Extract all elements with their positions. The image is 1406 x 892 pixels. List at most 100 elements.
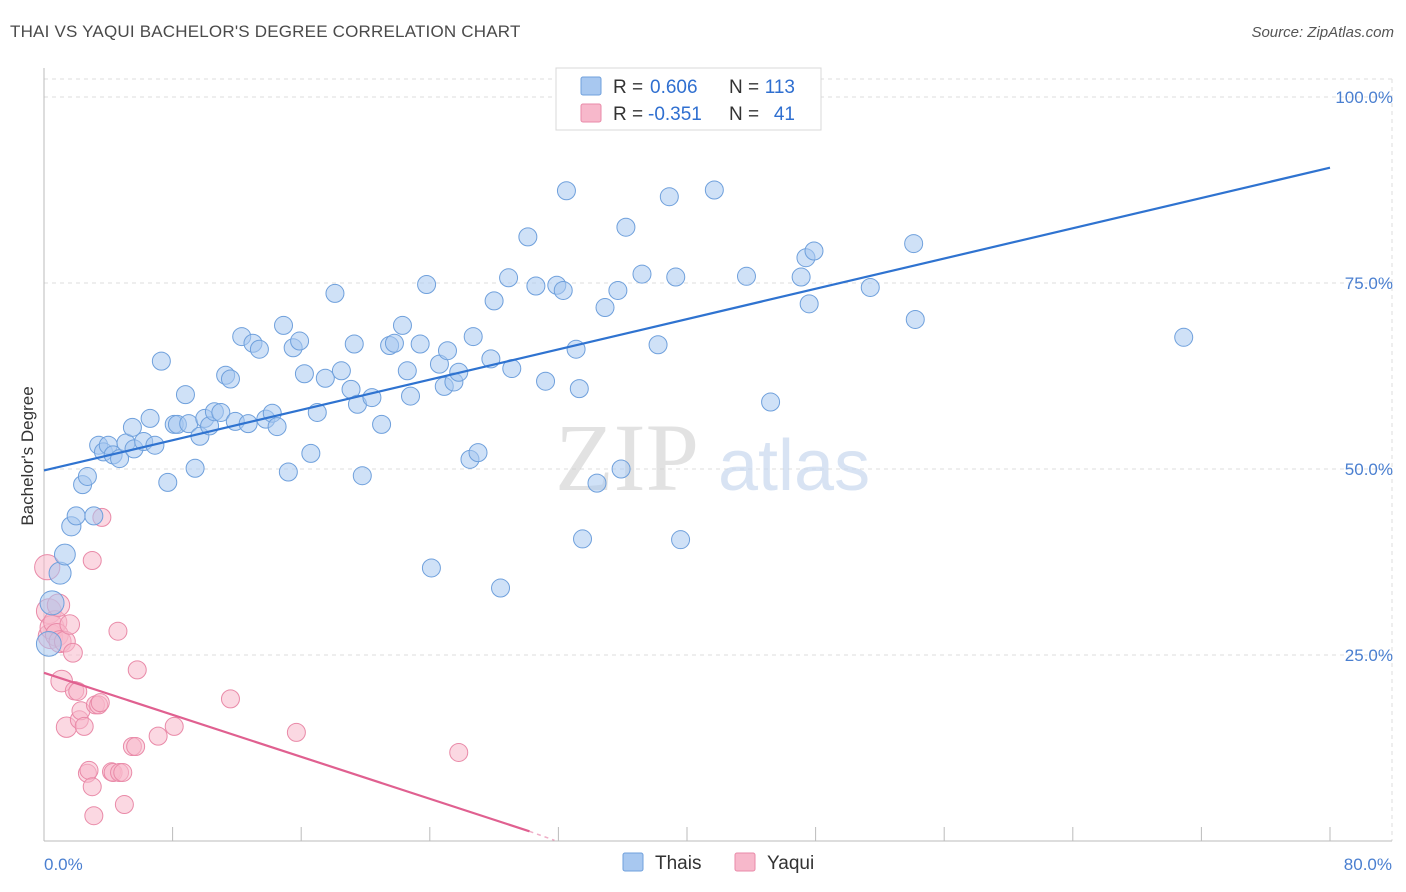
thais-point (611, 459, 631, 479)
legend-r-yaqui: -0.351 (648, 104, 702, 125)
x-tick-label: 80.0% (1344, 855, 1392, 874)
thais-point (325, 283, 345, 303)
thais-point (659, 187, 679, 207)
yaqui-trend-line (43, 671, 530, 833)
yaqui-point (114, 795, 134, 815)
thais-point (122, 417, 142, 437)
thais-point (175, 385, 195, 405)
thais-point (220, 369, 240, 389)
legend-swatch-yaqui (580, 103, 602, 123)
yaqui-point (148, 726, 168, 746)
thais-point (484, 291, 504, 311)
chart-title: THAI VS YAQUI BACHELOR'S DEGREE CORRELAT… (10, 22, 521, 41)
thais-point (536, 371, 556, 391)
thais-point (526, 276, 546, 296)
thais-point (372, 414, 392, 434)
yaqui-point (164, 716, 184, 736)
yaqui-point (286, 722, 306, 742)
thais-point (249, 339, 269, 359)
legend-n-yaqui: 41 (774, 104, 795, 125)
y-tick-label: 25.0% (1345, 646, 1393, 665)
thais-point (573, 529, 593, 549)
thais-point (417, 274, 437, 294)
thais-point (315, 368, 335, 388)
thais-point (278, 462, 298, 482)
y-tick-label: 50.0% (1345, 460, 1393, 479)
thais-point (704, 180, 724, 200)
thais-point (595, 298, 615, 318)
thais-point (211, 402, 231, 422)
thais-trend-line (43, 166, 1331, 472)
thais-point (632, 264, 652, 284)
thais-point (401, 386, 421, 406)
watermark-zip: ZIP (555, 404, 699, 511)
thais-point (491, 578, 511, 598)
thais-point (904, 234, 924, 254)
thais-point (158, 472, 178, 492)
thais-point (468, 443, 488, 463)
yaqui-point (59, 614, 81, 635)
thais-point (463, 327, 483, 347)
watermark: ZIP atlas (555, 404, 870, 511)
legend: R = 0.606 N = 113 R = -0.351 N = 41 (555, 67, 822, 131)
y-tick-label: 100.0% (1335, 88, 1393, 107)
yaqui-point (127, 660, 147, 680)
legend-r-thais: 0.606 (650, 77, 698, 98)
trend-lines (43, 166, 1331, 842)
thais-point (397, 361, 417, 381)
thais-point (648, 335, 668, 355)
thais-point (267, 417, 287, 437)
thais-point (140, 408, 160, 428)
yaqui-point (108, 621, 128, 641)
yaqui-point (126, 737, 146, 757)
thais-point (761, 392, 781, 412)
thais-point (905, 309, 925, 329)
thais-point (294, 364, 314, 384)
thais-point (499, 268, 519, 288)
bottom-legend-swatch-thais (622, 852, 644, 872)
thais-point (736, 266, 756, 286)
thais-point (421, 558, 441, 578)
yaqui-point (82, 551, 102, 571)
yaqui-point (63, 642, 83, 663)
thais-point (48, 561, 72, 585)
bottom-legend-swatch-yaqui (734, 852, 756, 872)
thais-point (39, 590, 65, 616)
axes: 25.0% 50.0% 75.0% 100.0% 0.0% 80.0% (43, 68, 1393, 874)
thais-point (290, 331, 310, 351)
thais-point (151, 351, 171, 371)
thais-point (1174, 327, 1194, 347)
bottom-legend-label-thais: Thais (655, 853, 701, 874)
yaqui-trend-extension (529, 830, 555, 842)
yaqui-point (220, 689, 240, 709)
thais-point (518, 227, 538, 247)
thais-point (331, 361, 351, 381)
thais-point (616, 217, 636, 237)
yaqui-point (82, 777, 102, 797)
thais-point (384, 333, 404, 353)
yaqui-point (79, 760, 99, 780)
thais-point (437, 341, 457, 361)
thais-point (66, 506, 86, 526)
yaqui-point (68, 681, 88, 701)
legend-n-label-thais: N = (729, 77, 759, 98)
grid (44, 78, 1393, 841)
thais-point (608, 280, 628, 300)
thais-point (666, 267, 686, 287)
thais-point (791, 267, 811, 287)
thais-point (35, 630, 62, 657)
thais-point (352, 466, 372, 486)
y-axis-title: Bachelor's Degree (18, 386, 37, 525)
thais-point (301, 443, 321, 463)
thais-point (410, 334, 430, 354)
thais-point (53, 543, 76, 566)
legend-r-label-yaqui: R = (613, 104, 643, 125)
watermark-atlas: atlas (718, 426, 870, 506)
x-tick-label: 0.0% (44, 855, 83, 874)
yaqui-points (34, 507, 469, 826)
yaqui-point (449, 742, 469, 762)
thais-point (553, 280, 573, 300)
legend-swatch-thais (580, 76, 602, 96)
yaqui-point (74, 716, 94, 736)
